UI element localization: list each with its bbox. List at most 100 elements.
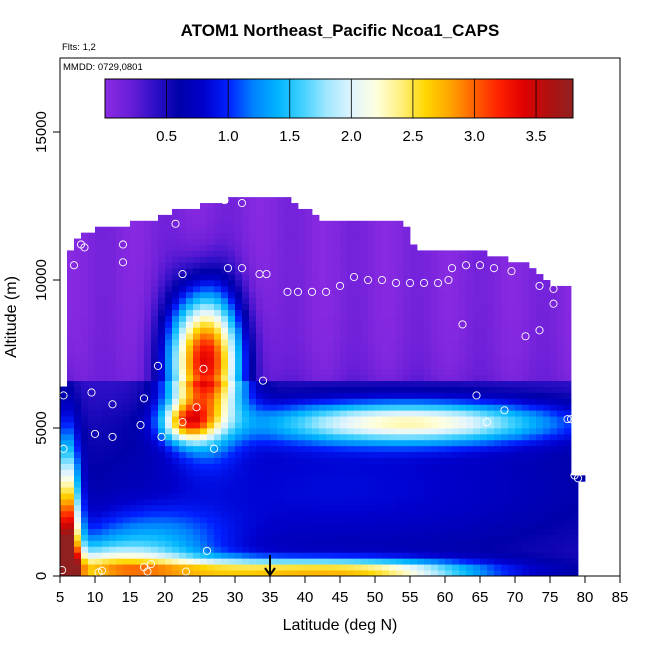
heatmap-cell xyxy=(200,570,208,576)
heatmap-cell xyxy=(459,493,467,500)
heatmap-cell xyxy=(326,433,334,441)
heatmap-cell xyxy=(151,244,159,251)
heatmap-cell xyxy=(179,564,187,571)
heatmap-cell xyxy=(382,475,390,482)
x-tick-label: 75 xyxy=(542,589,559,606)
heatmap-cell xyxy=(368,280,376,287)
heatmap-cell xyxy=(473,504,481,512)
heatmap-cell xyxy=(109,232,117,239)
heatmap-cell xyxy=(158,280,166,287)
heatmap-cell xyxy=(81,487,89,494)
heatmap-cell xyxy=(375,433,383,441)
heatmap-cell xyxy=(466,433,474,441)
heatmap-cell xyxy=(417,558,425,565)
heatmap-cell xyxy=(473,339,481,346)
heatmap-cell xyxy=(158,226,166,234)
heatmap-cell xyxy=(74,552,82,559)
heatmap-cell xyxy=(228,232,236,239)
heatmap-cell xyxy=(305,208,313,216)
heatmap-cell xyxy=(347,522,355,530)
heatmap-cell xyxy=(207,256,215,263)
heatmap-cell xyxy=(494,333,502,340)
heatmap-cell xyxy=(270,493,278,500)
heatmap-cell xyxy=(165,422,173,429)
heatmap-cell xyxy=(277,274,285,281)
heatmap-cell xyxy=(74,345,82,352)
heatmap-cell xyxy=(277,439,285,447)
heatmap-cell xyxy=(347,433,355,441)
observation-point xyxy=(60,391,68,400)
heatmap-cell xyxy=(340,285,348,293)
heatmap-cell xyxy=(487,564,495,571)
heatmap-cell xyxy=(515,262,523,269)
heatmap-cell xyxy=(508,386,516,393)
heatmap-cell xyxy=(221,327,229,334)
heatmap-cell xyxy=(207,374,215,382)
heatmap-cell xyxy=(200,439,208,447)
heatmap-cell xyxy=(74,268,82,275)
heatmap-cell xyxy=(361,226,369,234)
heatmap-cell xyxy=(207,475,215,482)
date-label: MMDD: 0729,0801 xyxy=(63,62,143,73)
heatmap-cell xyxy=(102,386,110,393)
heatmap-cell xyxy=(326,351,334,358)
heatmap-cell xyxy=(305,262,313,269)
heatmap-cell xyxy=(284,226,292,234)
heatmap-cell xyxy=(200,327,208,334)
heatmap-cell xyxy=(207,280,215,287)
heatmap-cell xyxy=(228,451,236,458)
heatmap-cell xyxy=(207,504,215,512)
heatmap-cell xyxy=(410,374,418,382)
heatmap-cell xyxy=(473,297,481,305)
heatmap-cell xyxy=(200,220,208,228)
heatmap-cell xyxy=(95,268,103,275)
heatmap-cell xyxy=(522,392,530,399)
heatmap-cell xyxy=(298,386,306,393)
heatmap-cell xyxy=(459,291,467,299)
heatmap-cell xyxy=(501,386,509,393)
heatmap-cell xyxy=(284,303,292,310)
heatmap-cell xyxy=(179,250,187,257)
heatmap-cell xyxy=(529,368,537,376)
heatmap-cell xyxy=(95,280,103,287)
heatmap-cell xyxy=(158,339,166,346)
heatmap-cell xyxy=(564,528,572,535)
heatmap-cell xyxy=(326,528,334,535)
heatmap-cell xyxy=(130,362,138,370)
heatmap-cell xyxy=(319,439,327,447)
heatmap-cell xyxy=(151,297,159,305)
heatmap-cell xyxy=(305,250,313,257)
heatmap-cell xyxy=(305,481,313,488)
heatmap-cell xyxy=(557,439,565,447)
heatmap-cell xyxy=(522,333,530,340)
heatmap-cell xyxy=(410,333,418,340)
heatmap-cell xyxy=(291,416,299,423)
heatmap-cell xyxy=(158,463,166,470)
heatmap-cell xyxy=(529,528,537,535)
heatmap-cell xyxy=(256,416,264,423)
heatmap-cell xyxy=(305,439,313,447)
heatmap-cell xyxy=(340,564,348,571)
heatmap-cell xyxy=(326,558,334,565)
heatmap-cell xyxy=(445,475,453,482)
heatmap-cell xyxy=(494,475,502,482)
heatmap-cell xyxy=(445,416,453,423)
heatmap-cell xyxy=(228,226,236,234)
heatmap-cell xyxy=(529,570,537,576)
heatmap-cell xyxy=(361,256,369,263)
heatmap-cell xyxy=(67,398,75,405)
heatmap-cell xyxy=(207,528,215,535)
heatmap-cell xyxy=(88,540,96,547)
heatmap-cell xyxy=(116,552,124,559)
heatmap-cell xyxy=(305,516,313,524)
heatmap-cell xyxy=(186,327,194,334)
heatmap-cell xyxy=(487,374,495,382)
heatmap-cell xyxy=(214,552,222,559)
heatmap-cell xyxy=(186,274,194,281)
heatmap-cell xyxy=(473,475,481,482)
heatmap-cell xyxy=(137,274,145,281)
heatmap-cell xyxy=(123,564,131,571)
heatmap-cell xyxy=(312,552,320,559)
heatmap-cell xyxy=(228,351,236,358)
